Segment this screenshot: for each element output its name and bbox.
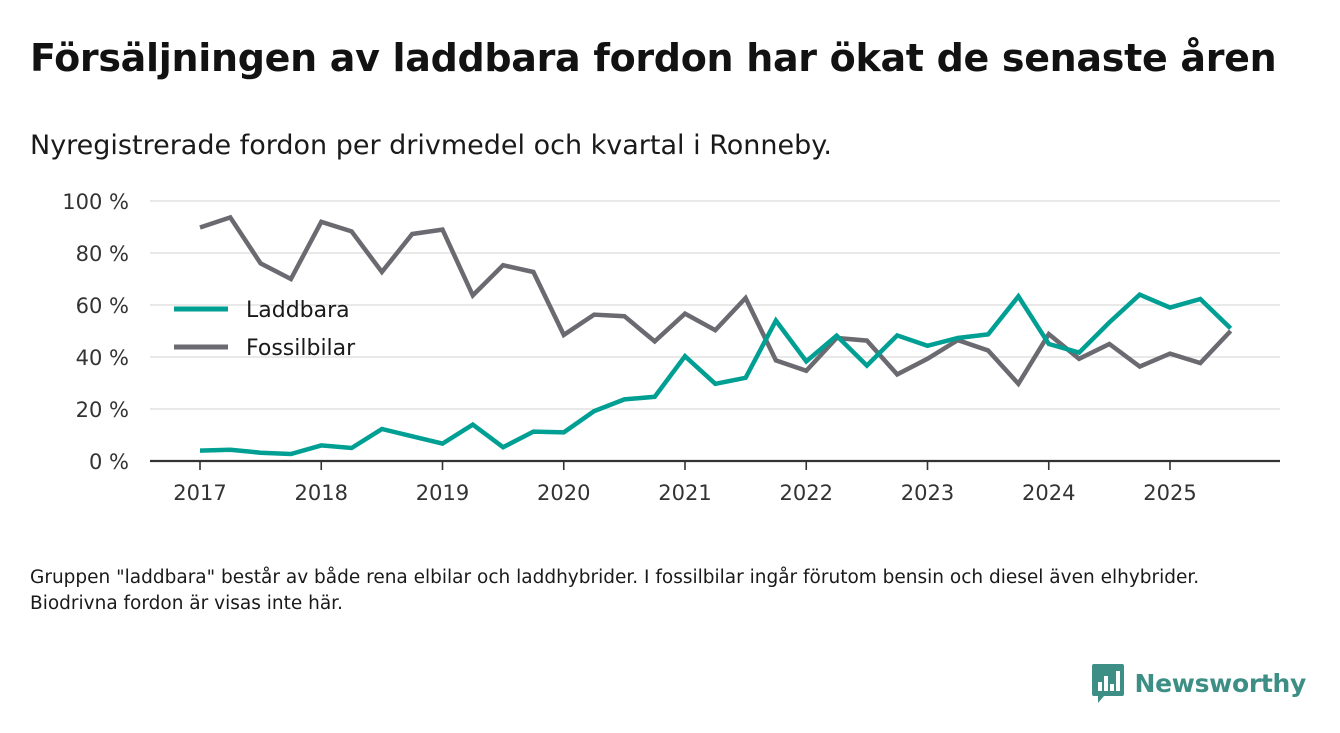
x-tick-label: 2017 <box>173 481 226 505</box>
y-axis-ticks: 0 % 20 % 40 % 60 % 80 % 100 % <box>62 190 129 474</box>
x-tick-label: 2019 <box>416 481 469 505</box>
x-tick-label: 2023 <box>901 481 954 505</box>
x-tick-label: 2018 <box>295 481 348 505</box>
series-line-fossilbilar <box>199 214 1233 388</box>
brand-name: Newsworthy <box>1134 668 1307 698</box>
y-tick-label: 40 % <box>76 346 129 370</box>
y-tick-label: 20 % <box>76 398 129 422</box>
x-tick-label: 2024 <box>1022 481 1075 505</box>
x-tick-label: 2021 <box>658 481 711 505</box>
legend: Laddbara Fossilbilar <box>174 298 356 361</box>
chart-subtitle: Nyregistrerade fordon per drivmedel och … <box>30 130 832 161</box>
legend-label-laddbara: Laddbara <box>246 298 350 323</box>
x-tick-label: 2020 <box>537 481 590 505</box>
chart-title: Försäljningen av laddbara fordon har öka… <box>30 36 1277 80</box>
series <box>199 214 1233 457</box>
y-tick-label: 0 % <box>89 450 129 474</box>
series-line-laddbara <box>199 291 1233 457</box>
y-tick-label: 100 % <box>62 190 129 214</box>
x-tick-label: 2025 <box>1143 481 1196 505</box>
line-chart: 0 % 20 % 40 % 60 % 80 % 100 % 2017 2018 2019 202… <box>62 190 1280 505</box>
footnote: Gruppen "laddbara" består av både rena e… <box>30 567 1200 614</box>
brand-logo[interactable]: Newsworthy <box>1091 662 1307 704</box>
x-tick-label: 2022 <box>780 481 833 505</box>
x-axis-ticks: 2017 2018 2019 2020 2021 2022 2023 2024 2025 <box>173 461 1197 505</box>
newsworthy-logo-icon <box>1091 664 1124 703</box>
y-tick-label: 80 % <box>76 242 129 266</box>
gridlines <box>150 200 1280 410</box>
y-tick-label: 60 % <box>76 294 129 318</box>
legend-label-fossilbilar: Fossilbilar <box>246 336 356 361</box>
